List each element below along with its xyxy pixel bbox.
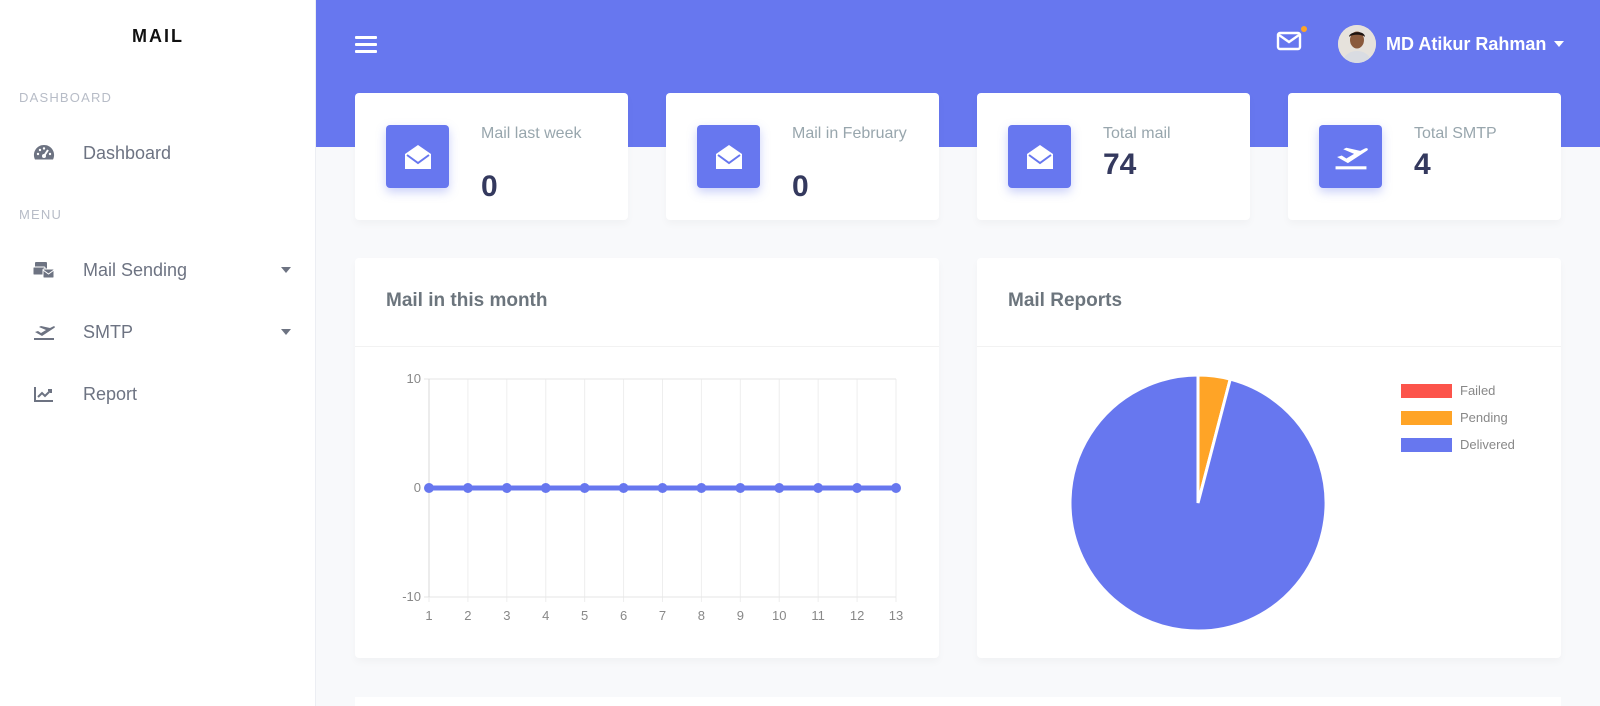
plane-departure-icon: [33, 321, 55, 343]
section-label-dashboard: DASHBOARD: [19, 90, 113, 105]
data-point: [424, 483, 434, 493]
sidebar-item-dashboard[interactable]: Dashboard: [0, 128, 316, 178]
x-tick-label: 6: [620, 608, 627, 623]
envelope-open-icon: [697, 125, 760, 188]
x-tick-label: 10: [772, 608, 786, 623]
legend-label: Failed: [1460, 383, 1495, 398]
data-point: [852, 483, 863, 493]
data-point: [696, 483, 707, 493]
stat-title: Total mail: [1103, 125, 1171, 142]
chevron-down-icon: [281, 267, 291, 273]
pie-slice-delivered: [1068, 373, 1328, 633]
sidebar-item-smtp[interactable]: SMTP: [0, 307, 316, 357]
y-tick-label: 10: [407, 371, 421, 386]
chart-line-icon: [33, 383, 55, 405]
stat-value: 0: [481, 170, 498, 203]
data-point: [774, 483, 785, 493]
sidebar-item-mail-sending[interactable]: Mail Sending: [0, 245, 316, 295]
sidebar-item-report[interactable]: Report: [0, 369, 316, 419]
legend-swatch: [1401, 411, 1452, 425]
data-point: [618, 483, 629, 493]
x-tick-label: 12: [850, 608, 864, 623]
chart-title: Mail Reports: [1008, 290, 1123, 311]
chevron-down-icon: [281, 329, 291, 335]
x-tick-label: 13: [889, 608, 903, 623]
data-point: [501, 483, 512, 493]
stat-value: 0: [792, 170, 809, 203]
stat-card-mail-last-week: Mail last week 0: [355, 93, 628, 220]
avatar[interactable]: [1338, 25, 1376, 63]
legend-swatch: [1401, 438, 1452, 452]
stat-title: Mail in February: [792, 125, 907, 142]
stat-value: 74: [1103, 148, 1137, 181]
x-tick-label: 4: [542, 608, 549, 623]
mail-bulk-icon: [33, 259, 55, 281]
x-tick-label: 7: [659, 608, 666, 623]
data-point: [540, 483, 551, 493]
x-tick-label: 5: [581, 608, 588, 623]
speedometer-icon: [33, 142, 55, 164]
stat-value: 4: [1414, 148, 1431, 181]
notification-dot: [1301, 26, 1307, 32]
legend-label: Delivered: [1460, 437, 1515, 452]
sidebar-item-label: SMTP: [83, 321, 134, 342]
brand-logo[interactable]: MAIL: [132, 26, 184, 46]
section-label-menu: MENU: [19, 207, 63, 222]
mail-this-month-card: Mail in this month 10 0 -10 1 2 3 4 5 6 7 8 9 10 11 12…: [355, 258, 939, 658]
legend-label: Pending: [1460, 410, 1508, 425]
data-point: [579, 483, 590, 493]
sidebar-item-label: Mail Sending: [83, 259, 188, 280]
card-divider: [977, 346, 1561, 347]
data-point: [735, 483, 746, 493]
stat-card-total-mail: Total mail 74: [977, 93, 1250, 220]
x-tick-label: 11: [811, 608, 825, 623]
user-name: MD Atikur Rahman: [1386, 33, 1547, 54]
y-tick-label: -10: [402, 589, 421, 604]
stat-title: Total SMTP: [1414, 125, 1497, 142]
sidebar-item-label: Dashboard: [83, 142, 172, 163]
envelope-open-icon: [386, 125, 449, 188]
x-tick-label: 1: [425, 608, 432, 623]
pie-chart: Failed Pending Delivered: [1068, 373, 1515, 633]
mail-reports-card: Mail Reports Failed Pending Delivered: [977, 258, 1561, 658]
card-divider: [355, 346, 939, 347]
bottom-card-partial: [355, 697, 1561, 706]
data-point: [462, 483, 473, 493]
notification-mail-button[interactable]: [1276, 26, 1307, 56]
user-dropdown[interactable]: MD Atikur Rahman: [1338, 24, 1565, 64]
plane-departure-icon: [1319, 125, 1382, 188]
x-tick-label: 2: [464, 608, 471, 623]
x-tick-label: 8: [698, 608, 705, 623]
y-tick-label: 0: [414, 480, 421, 495]
data-point: [891, 483, 901, 493]
line-chart: 100-101 2 3 4 5 6 7 8 9 10 11 12 13: [402, 371, 903, 623]
stat-card-mail-in-february: Mail in February 0: [666, 93, 939, 220]
sidebar-item-label: Report: [83, 383, 138, 404]
stat-card-total-smtp: Total SMTP 4: [1288, 93, 1561, 220]
envelope-icon: [1276, 31, 1302, 51]
hamburger-menu-icon[interactable]: [355, 36, 377, 54]
x-tick-label: 9: [737, 608, 744, 623]
data-point: [657, 483, 668, 493]
sidebar: MAIL DASHBOARD Dashboard MENU Mail Sendi…: [0, 0, 316, 706]
chart-title: Mail in this month: [386, 290, 548, 311]
x-tick-label: 3: [503, 608, 510, 623]
legend-swatch: [1401, 384, 1452, 398]
stat-title: Mail last week: [481, 125, 582, 142]
data-point: [813, 483, 824, 493]
caret-down-icon: [1554, 41, 1565, 47]
envelope-open-icon: [1008, 125, 1071, 188]
